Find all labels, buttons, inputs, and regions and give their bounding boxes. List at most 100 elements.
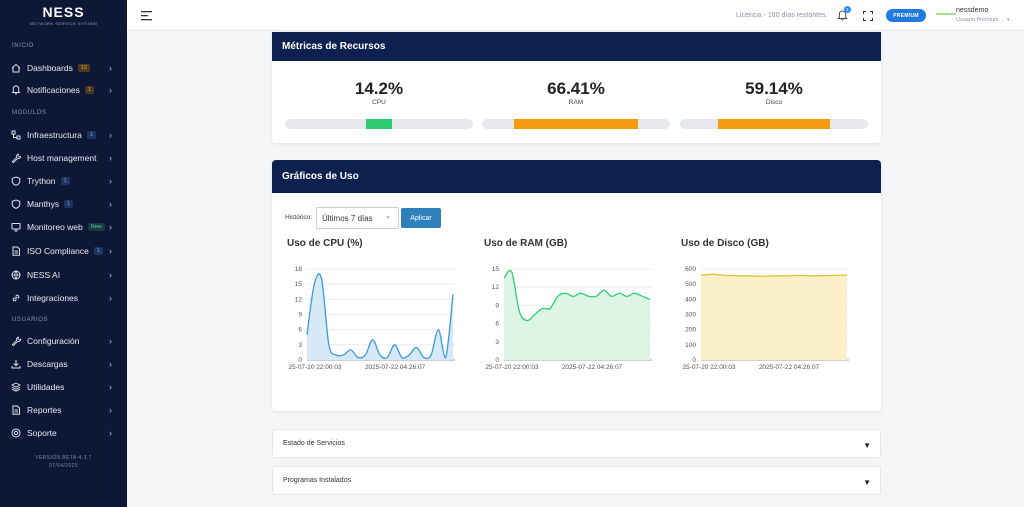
y-tick-label: 12 (492, 284, 500, 291)
sidebar-item-dashboards[interactable]: Dashboards 12 › (0, 58, 127, 78)
chart-title: Uso de Disco (GB) (681, 238, 769, 249)
sidebar-item-label: ISO Compliance (27, 246, 89, 256)
premium-button[interactable]: PREMIUM (886, 9, 926, 22)
sidebar-item-badge: 1 (64, 200, 74, 208)
sidebar-item-integraciones[interactable]: Integraciones › (0, 288, 127, 308)
accordion-label: Estado de Servicios (283, 440, 345, 447)
sidebar-item-descargas[interactable]: Descargas › (0, 354, 127, 374)
metric-progress-bar (680, 119, 868, 129)
apply-button[interactable]: Aplicar (401, 208, 441, 228)
x-tick-label: 25-07-20 22:00:03 (485, 364, 539, 371)
expand-triangle-icon: ▼ (863, 441, 871, 450)
download-icon (11, 359, 21, 369)
services-status-accordion[interactable]: Estado de Servicios ▼ (272, 429, 881, 458)
user-company-logo: nessdemo (936, 11, 956, 16)
metric-value: 59.14% (745, 79, 803, 98)
x-tick-label: 25-07-20 22:00:03 (682, 364, 736, 371)
x-tick-label: 2025-07-22 04:26:07 (759, 364, 820, 371)
bell-icon (11, 85, 21, 95)
sidebar-item-infraestructura[interactable]: Infraestructura 1 › (0, 125, 127, 145)
sidebar-item-iso-compliance[interactable]: ISO Compliance 1 › (0, 241, 127, 261)
globe-icon (11, 270, 21, 280)
y-tick-label: 3 (495, 339, 499, 346)
metric-progress-bar (482, 119, 670, 129)
chevron-right-icon: › (109, 63, 112, 73)
metric-progress-bar (285, 119, 473, 129)
y-tick-label: 6 (298, 327, 302, 334)
history-label: Histórico: (285, 214, 313, 221)
fullscreen-icon[interactable] (863, 11, 873, 21)
menu-toggle-icon[interactable] (141, 10, 152, 21)
sidebar-item-soporte[interactable]: Soporte › (0, 423, 127, 443)
brand-tagline: NETWORK SERVICE SYSTEM (29, 21, 98, 26)
chevron-right-icon: › (109, 85, 112, 95)
network-icon (11, 130, 21, 140)
notifications-count-badge: 1 (844, 6, 851, 13)
sidebar-item-label: Integraciones (27, 293, 79, 303)
sidebar-item-manthys[interactable]: Manthys 1 › (0, 194, 127, 214)
sidebar-item-host-management[interactable]: Host management › (0, 148, 127, 168)
metric-progress-fill (513, 119, 639, 129)
chevron-right-icon: › (109, 153, 112, 163)
y-tick-label: 15 (295, 281, 303, 288)
sidebar-item-utilidades[interactable]: Utilidades › (0, 377, 127, 397)
sidebar-item-badge: New (87, 223, 105, 231)
sidebar-item-monitoreo-web[interactable]: Monitoreo web New › (0, 217, 127, 237)
sidebar-item-badge: 1 (86, 131, 96, 139)
sidebar-item-label: Utilidades (27, 382, 65, 392)
sidebar-item-notificaciones[interactable]: Notificaciones 1 › (0, 80, 127, 100)
x-tick-label: 25-07-20 22:00:03 (288, 364, 342, 371)
sidebar-item-badge: 1 (60, 177, 70, 185)
brand[interactable]: NESS NETWORK SERVICE SYSTEM (0, 0, 127, 30)
user-menu-chevron-icon[interactable]: ▾ (1007, 17, 1010, 23)
y-tick-label: 6 (495, 321, 499, 328)
series-area (701, 274, 847, 360)
chevron-right-icon: › (109, 336, 112, 346)
chart-0[interactable]: 18 15 12 9 6 3 025-07-20 22:00:03 2025-07-22 04… (287, 264, 463, 374)
chart-2[interactable]: 600 500 400 300 200 100 025-07-20 22:00:03 2025… (681, 264, 857, 374)
brand-logo: NESS (42, 4, 85, 20)
chevron-down-icon: ⌄ (385, 213, 391, 220)
user-role: Usuario Premium (956, 17, 999, 23)
chart-title: Uso de CPU (%) (287, 238, 363, 249)
user-name[interactable]: nessdemo (956, 7, 989, 14)
y-tick-label: 0 (495, 357, 499, 364)
installed-programs-accordion[interactable]: Programas Instalados ▼ (272, 466, 881, 495)
sidebar-item-ness-ai[interactable]: NESS AI › (0, 265, 127, 285)
sidebar-item-trython[interactable]: Trython 1 › (0, 171, 127, 191)
sidebar-item-label: Manthys (27, 199, 60, 209)
chart-title: Uso de RAM (GB) (484, 238, 568, 249)
usage-card: Gráficos de Uso Histórico: Últimos 7 día… (272, 160, 881, 411)
series-line (503, 269, 651, 322)
document-icon (11, 405, 21, 415)
section-inicio: INICIO (12, 43, 34, 49)
sidebar-item-label: Soporte (27, 428, 57, 438)
section-usuarios: USUARIOS (12, 317, 49, 323)
series-line (306, 273, 454, 360)
chevron-right-icon: › (109, 270, 112, 280)
metric-value: 66.41% (547, 79, 605, 98)
series-line (700, 273, 848, 277)
sidebar-item-label: NESS AI (27, 270, 61, 280)
sidebar-item-reportes[interactable]: Reportes › (0, 400, 127, 420)
series-area (504, 270, 650, 360)
usage-card-title: Gráficos de Uso (272, 160, 881, 193)
history-range-value: Últimos 7 días (322, 213, 373, 223)
chart-1[interactable]: 15 12 9 6 3 025-07-20 22:00:03 2025-07-22 04:2… (484, 264, 660, 374)
metric-value: 14.2% (354, 79, 404, 98)
history-range-select[interactable]: Últimos 7 días ⌄ (316, 207, 399, 229)
chevron-right-icon: › (109, 222, 112, 232)
metric-label: RAM (568, 99, 584, 106)
chevron-right-icon: › (109, 428, 112, 438)
sidebar-item-label: Monitoreo web (27, 222, 83, 232)
y-tick-label: 9 (298, 312, 302, 319)
chevron-right-icon: › (109, 246, 112, 256)
sidebar-item-configuración[interactable]: Configuración › (0, 331, 127, 351)
y-tick-label: 0 (298, 357, 302, 364)
y-tick-label: 9 (495, 302, 499, 309)
y-tick-label: 200 (685, 327, 696, 334)
chevron-right-icon: › (109, 199, 112, 209)
home-icon (11, 63, 21, 73)
expand-triangle-icon: ▼ (863, 478, 871, 487)
y-tick-label: 12 (295, 296, 303, 303)
